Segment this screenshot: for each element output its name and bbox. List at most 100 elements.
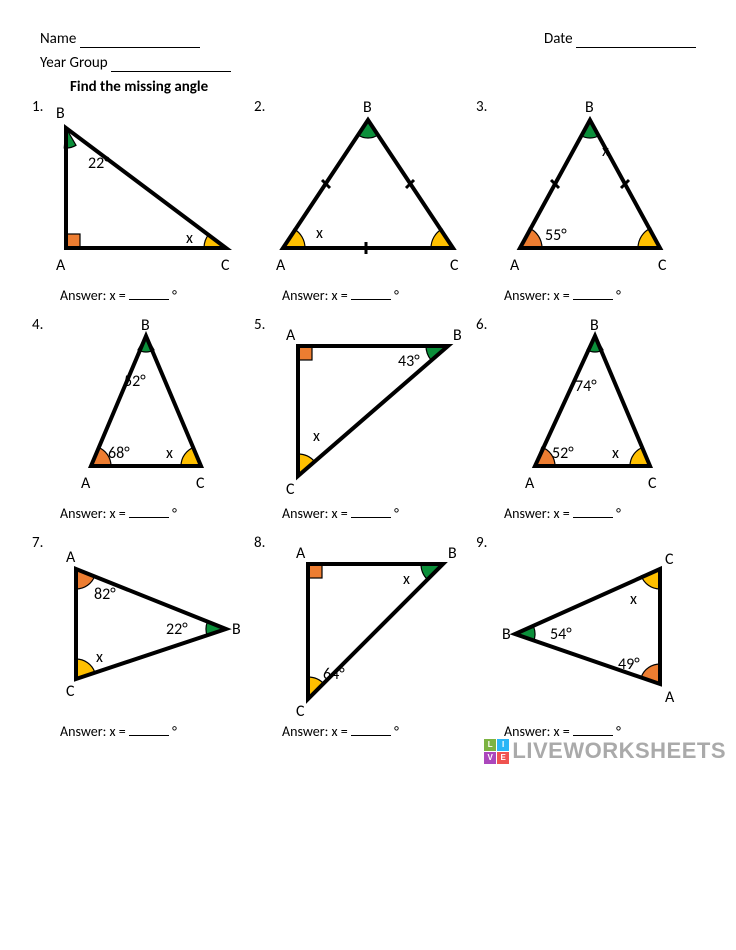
svg-text:54°: 54° [550,625,572,644]
svg-text:A: A [296,544,306,563]
triangle-diagram: BAC22°x [46,98,246,283]
svg-text:52°: 52° [124,372,146,391]
triangle-diagram: BAC74°52°x [490,316,690,501]
svg-text:82°: 82° [94,585,116,604]
answer-prefix: Answer: x = [504,505,570,522]
svg-text:x: x [316,224,323,243]
svg-text:68°: 68° [108,444,130,463]
answer-line: Answer: x = ° [60,723,252,740]
problem-number: 7. [32,534,43,552]
triangle-diagram: BACx55° [490,98,690,283]
svg-text:C: C [658,256,667,275]
answer-line: Answer: x = ° [60,287,252,304]
svg-text:64°: 64° [323,665,345,684]
logo-tile: V [484,752,496,764]
problem-cell: 2. BACx Answer: x = ° [262,98,474,316]
problem-number: 2. [254,98,265,116]
answer-blank[interactable] [573,288,613,300]
svg-text:x: x [166,444,173,463]
svg-text:22°: 22° [88,154,110,173]
answer-suffix: ° [172,287,177,304]
answer-suffix: ° [616,505,621,522]
header-row: Name Date [40,30,696,48]
problem-number: 5. [254,316,265,334]
problem-cell: 3. BACx55° Answer: x = ° [484,98,696,316]
answer-prefix: Answer: x = [60,723,126,740]
answer-blank[interactable] [351,724,391,736]
watermark-logo: LIVE [484,739,509,764]
name-blank[interactable] [80,34,200,48]
answer-prefix: Answer: x = [504,287,570,304]
triangle-diagram: BACx [268,98,468,283]
problem-grid: 1. BAC22°x Answer: x = ° 2. BACx Answer:… [40,98,696,752]
svg-text:B: B [56,104,65,123]
answer-prefix: Answer: x = [60,287,126,304]
svg-text:43°: 43° [398,352,420,371]
problem-cell: 5. ABC43°x Answer: x = ° [262,316,474,534]
answer-blank[interactable] [573,506,613,518]
watermark-text: LIVEWORKSHEETS [512,738,726,764]
svg-text:49°: 49° [618,655,640,674]
svg-text:B: B [232,620,241,639]
problem-cell: 7. ABC82°22°x Answer: x = ° [40,534,252,752]
triangle-diagram: ABCx64° [268,534,468,719]
problem-number: 3. [476,98,487,116]
answer-blank[interactable] [351,288,391,300]
year-group-label: Year Group [40,54,108,72]
problem-cell: 1. BAC22°x Answer: x = ° [40,98,252,316]
problem-number: 4. [32,316,43,334]
answer-blank[interactable] [573,724,613,736]
svg-text:55°: 55° [545,226,567,245]
answer-blank[interactable] [129,724,169,736]
svg-text:C: C [296,702,305,719]
svg-text:A: A [665,688,675,707]
svg-text:B: B [590,316,599,335]
problem-number: 8. [254,534,265,552]
svg-text:x: x [630,590,637,609]
svg-text:A: A [286,326,296,345]
svg-text:x: x [313,427,320,446]
answer-suffix: ° [394,505,399,522]
svg-text:C: C [450,256,459,275]
svg-text:A: A [276,256,286,275]
problem-number: 9. [476,534,487,552]
answer-line: Answer: x = ° [504,505,696,522]
svg-text:74°: 74° [575,377,597,396]
svg-text:x: x [612,444,619,463]
triangle-diagram: ABC43°x [268,316,468,501]
answer-prefix: Answer: x = [282,505,348,522]
svg-text:A: A [56,256,66,275]
problem-cell: 8. ABCx64° Answer: x = ° [262,534,474,752]
date-blank[interactable] [576,34,696,48]
problem-cell: 9. CBAx54°49° Answer: x = ° [484,534,696,752]
svg-text:x: x [186,229,193,248]
answer-suffix: ° [394,723,399,740]
answer-prefix: Answer: x = [282,723,348,740]
svg-text:B: B [448,544,457,563]
date-label: Date [544,30,573,48]
answer-suffix: ° [616,287,621,304]
answer-line: Answer: x = ° [504,287,696,304]
svg-text:B: B [453,326,462,345]
problem-number: 6. [476,316,487,334]
svg-text:22°: 22° [166,620,188,639]
year-group-blank[interactable] [111,58,231,72]
header-row-2: Year Group [40,54,696,72]
svg-text:A: A [81,474,91,493]
answer-blank[interactable] [351,506,391,518]
answer-prefix: Answer: x = [282,287,348,304]
answer-blank[interactable] [129,288,169,300]
year-group-field: Year Group [40,54,231,72]
problem-cell: 6. BAC74°52°x Answer: x = ° [484,316,696,534]
date-field: Date [544,30,696,48]
name-label: Name [40,30,76,48]
answer-line: Answer: x = ° [60,505,252,522]
svg-text:C: C [66,682,75,701]
svg-text:C: C [196,474,205,493]
logo-tile: I [497,739,509,751]
answer-blank[interactable] [129,506,169,518]
svg-text:x: x [96,648,103,667]
svg-text:52°: 52° [552,444,574,463]
logo-tile: L [484,739,496,751]
answer-prefix: Answer: x = [60,505,126,522]
